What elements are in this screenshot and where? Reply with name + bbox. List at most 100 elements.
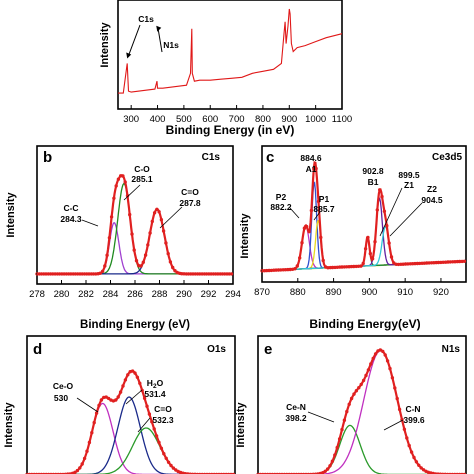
panel-e-annotation-cen-value: 398.2 — [285, 413, 307, 423]
x-tick-label: 292 — [201, 289, 217, 300]
panel-c-core-level: Ce3d5 — [432, 152, 462, 163]
panel-e-ylabel: Intensity — [235, 402, 247, 448]
data-point — [261, 472, 265, 474]
x-tick-label: 920 — [433, 287, 449, 298]
data-point — [224, 472, 228, 474]
data-point — [347, 402, 351, 406]
data-point — [390, 376, 395, 380]
data-point — [258, 472, 263, 474]
data-point — [186, 472, 190, 474]
data-point — [188, 472, 192, 474]
data-point — [44, 472, 48, 474]
panel-d-annotation-ceo-value: 530 — [54, 393, 68, 403]
panel-d-letter: d — [33, 341, 42, 358]
data-point — [405, 436, 409, 440]
panel-b-annotation-co-value: 285.1 — [131, 174, 153, 184]
data-point — [289, 472, 294, 474]
panel-c-ylabel: Intensity — [239, 213, 251, 259]
x-tick-label: 1000 — [305, 114, 326, 125]
data-point — [417, 463, 421, 467]
panel-b-annotation-co: C-O — [134, 164, 150, 174]
data-point — [361, 261, 365, 266]
data-point — [441, 472, 445, 474]
data-point — [154, 434, 159, 438]
data-point — [369, 362, 373, 366]
data-point — [448, 472, 452, 474]
data-point — [462, 259, 467, 263]
data-point — [207, 472, 212, 474]
x-tick-label: 890 — [326, 287, 342, 298]
data-point — [25, 472, 29, 474]
x-tick-label: 294 — [225, 289, 241, 300]
data-point — [412, 455, 416, 460]
panel-d-annotation-h2o-value: 531.4 — [144, 389, 166, 399]
data-point — [145, 404, 149, 408]
data-point — [302, 226, 307, 230]
data-point — [354, 389, 359, 393]
panel-a-x-ticks: 300 400 500 600 700 800 900 1000 1100 — [123, 105, 352, 125]
x-tick-label: 290 — [176, 289, 192, 300]
x-tick-label: 278 — [29, 289, 45, 300]
data-point — [200, 472, 204, 474]
data-point — [395, 396, 399, 401]
data-point — [268, 472, 272, 474]
data-point — [298, 256, 302, 260]
data-point — [116, 177, 121, 181]
data-point — [280, 472, 284, 474]
data-point — [407, 443, 411, 448]
panel-b-annotation-c-eq-o-value: 287.8 — [179, 198, 201, 208]
data-point — [229, 272, 234, 276]
data-point — [152, 211, 157, 215]
data-point — [78, 466, 82, 470]
data-point — [130, 232, 134, 236]
data-point — [168, 260, 173, 264]
data-point — [157, 210, 161, 214]
data-point — [148, 231, 152, 235]
data-point — [121, 174, 125, 178]
data-point — [388, 366, 392, 371]
data-point — [75, 468, 80, 473]
panel-d-core-level: O1s — [207, 344, 226, 355]
data-point — [450, 472, 455, 474]
panel-c-annotation-p2-value: 882.2 — [270, 202, 292, 212]
data-point — [373, 239, 377, 244]
panel-c-annotation-p1: P1 — [319, 194, 330, 204]
data-point — [323, 469, 327, 473]
data-point — [51, 472, 56, 474]
data-point — [371, 356, 375, 361]
panel-d-plot-area — [25, 369, 236, 474]
panel-d-ylabel: Intensity — [3, 402, 15, 448]
data-point — [352, 392, 356, 396]
data-point — [27, 472, 32, 474]
data-point — [393, 386, 397, 390]
component-peak-h2o — [27, 396, 235, 474]
data-point — [357, 386, 361, 390]
data-point — [202, 472, 207, 474]
data-point — [313, 472, 318, 474]
data-point — [150, 219, 154, 224]
data-point — [460, 472, 464, 474]
panel-b-x-ticks: 278 280 282 284 286 288 290 292 294 — [29, 280, 241, 300]
data-point — [263, 472, 267, 474]
data-point — [34, 472, 39, 474]
data-point — [414, 460, 419, 464]
data-point — [121, 384, 125, 388]
data-point — [363, 247, 368, 251]
panel-d-annotation-ceo: Ce-O — [53, 381, 74, 391]
data-point — [385, 223, 389, 228]
x-tick-label: 400 — [150, 114, 166, 125]
data-point — [293, 267, 297, 271]
x-tick-label: 800 — [255, 114, 271, 125]
data-point — [143, 253, 148, 257]
data-point — [307, 229, 311, 234]
data-point — [155, 207, 159, 211]
data-point — [198, 472, 202, 474]
annotation-arrow — [157, 29, 163, 53]
data-point — [277, 472, 282, 474]
data-point — [294, 472, 299, 474]
data-point — [457, 472, 462, 474]
data-point — [225, 272, 229, 276]
data-point — [212, 472, 216, 474]
data-point — [419, 466, 423, 470]
panel-c: c Ce3d5 Intensity 870 880 890 900 910 920 Bin… — [239, 145, 467, 331]
